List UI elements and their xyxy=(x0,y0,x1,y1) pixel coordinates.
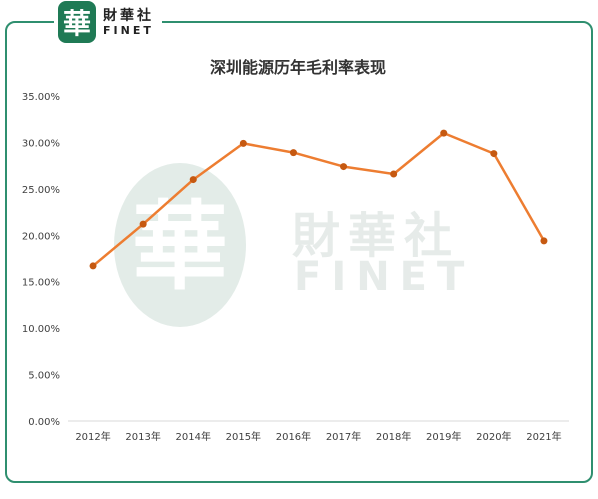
x-tick-label: 2019年 xyxy=(426,430,461,443)
finet-logo-icon: 華 xyxy=(58,1,96,43)
data-point xyxy=(390,170,398,178)
x-tick-label: 2014年 xyxy=(176,430,211,443)
y-tick-label: 25.00% xyxy=(22,185,60,196)
data-point xyxy=(189,176,197,184)
x-tick-label: 2012年 xyxy=(75,430,110,443)
x-tick-label: 2017年 xyxy=(326,430,361,443)
finet-watermark: 華 財華社 FINET xyxy=(114,163,474,327)
y-tick-label: 15.00% xyxy=(22,278,60,289)
chart-title: 深圳能源历年毛利率表现 xyxy=(210,58,386,77)
finet-logo: 華 財華社 FINET xyxy=(54,0,162,44)
logo-name-cn: 財華社 xyxy=(103,7,154,24)
data-point xyxy=(490,150,498,158)
data-point xyxy=(340,163,348,171)
x-tick-label: 2021年 xyxy=(526,430,561,443)
x-tick-label: 2013年 xyxy=(125,430,160,443)
x-tick-label: 2016年 xyxy=(276,430,311,443)
x-tick-label: 2015年 xyxy=(226,430,261,443)
data-point xyxy=(440,129,448,137)
finet-logo-text: 財華社 FINET xyxy=(103,8,154,37)
watermark-name-en: FINET xyxy=(294,254,474,300)
y-tick-label: 10.00% xyxy=(22,324,60,335)
watermark-seal-char: 華 xyxy=(132,190,228,303)
logo-name-en: FINET xyxy=(103,23,154,37)
data-point xyxy=(139,220,147,228)
x-tick-label: 2018年 xyxy=(376,430,411,443)
y-tick-label: 20.00% xyxy=(22,231,60,242)
y-tick-label: 0.00% xyxy=(28,417,60,428)
y-axis: 0.00% 5.00% 10.00% 15.00% 20.00% 25.00% 30.00%… xyxy=(22,92,60,428)
data-point xyxy=(540,237,548,245)
y-tick-label: 5.00% xyxy=(28,371,60,382)
data-point xyxy=(89,262,97,270)
x-axis: 2012年 2013年 2014年 2015年 2016年 2017年 2018年 2019年… xyxy=(68,420,569,443)
watermark-seal-icon xyxy=(114,163,246,327)
chart-frame xyxy=(5,21,593,483)
series-line xyxy=(91,131,546,268)
data-point xyxy=(289,149,297,157)
watermark-name-cn: 財華社 xyxy=(292,208,460,264)
y-tick-label: 35.00% xyxy=(22,92,60,103)
data-point xyxy=(239,139,247,147)
plot-area xyxy=(89,129,548,270)
x-tick-label: 2020年 xyxy=(476,430,511,443)
y-tick-label: 30.00% xyxy=(22,138,60,149)
